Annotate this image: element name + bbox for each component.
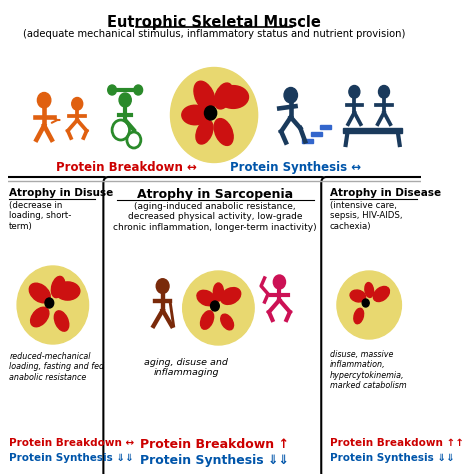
Circle shape [204,106,217,120]
Text: Atrophy in Disease: Atrophy in Disease [330,188,441,198]
Text: Protein Synthesis ⇓⇓: Protein Synthesis ⇓⇓ [9,453,134,463]
Text: (decrease in
loading, short-
term): (decrease in loading, short- term) [9,201,72,231]
Circle shape [37,92,51,108]
Circle shape [119,93,131,107]
Ellipse shape [354,308,364,324]
Circle shape [72,98,83,110]
Ellipse shape [201,311,214,329]
Circle shape [284,88,298,103]
Ellipse shape [51,276,65,298]
Ellipse shape [374,286,390,301]
Text: (adequate mechanical stimulus, inflammatory status and nutrient provision): (adequate mechanical stimulus, inflammat… [23,29,405,39]
Ellipse shape [171,67,258,163]
Text: (aging-induced anabolic resistance,
decreased physical activity, low-grade
chron: (aging-induced anabolic resistance, decr… [113,202,317,232]
Text: Eutrophic Skeletal Muscle: Eutrophic Skeletal Muscle [107,15,321,30]
Bar [302,139,313,143]
Text: Protein Breakdown ↑: Protein Breakdown ↑ [140,438,290,451]
Text: aging, disuse and
inflammaging: aging, disuse and inflammaging [144,358,228,377]
Circle shape [273,275,285,289]
Text: Atrophy in Sarcopenia: Atrophy in Sarcopenia [137,188,293,201]
FancyBboxPatch shape [321,177,433,474]
Text: disuse, massive
inflammation,
hypercytokinemia,
marked catabolism: disuse, massive inflammation, hypercytok… [330,350,407,390]
Circle shape [134,85,143,95]
Bar [319,125,331,129]
Text: Protein Breakdown ↔: Protein Breakdown ↔ [9,438,135,448]
Text: Protein Synthesis ⇓⇓: Protein Synthesis ⇓⇓ [140,454,290,467]
Ellipse shape [214,83,233,109]
Ellipse shape [218,86,248,109]
Ellipse shape [29,283,50,303]
Ellipse shape [194,81,215,111]
Bar [311,132,322,136]
Ellipse shape [197,290,216,306]
Circle shape [108,85,117,95]
FancyBboxPatch shape [103,177,327,474]
Ellipse shape [220,288,241,304]
Ellipse shape [337,271,401,339]
Text: Protein Synthesis ↔: Protein Synthesis ↔ [229,161,361,173]
Circle shape [379,85,390,98]
Ellipse shape [182,271,254,345]
Ellipse shape [350,290,365,302]
Ellipse shape [182,105,208,125]
Circle shape [45,298,54,308]
Text: reduced-mechanical
loading, fasting and fed
anabolic resistance: reduced-mechanical loading, fasting and … [9,352,104,382]
Circle shape [349,85,360,98]
Text: (intensive care,
sepsis, HIV-AIDS,
cachexia): (intensive care, sepsis, HIV-AIDS, cache… [330,201,402,231]
Ellipse shape [17,266,89,344]
Circle shape [362,299,369,307]
Ellipse shape [365,283,374,297]
Ellipse shape [31,307,49,327]
Text: Protein Synthesis ⇓⇓: Protein Synthesis ⇓⇓ [330,453,455,463]
Bar [343,128,402,133]
FancyBboxPatch shape [0,177,109,474]
Circle shape [210,301,219,311]
Ellipse shape [196,120,213,144]
Ellipse shape [214,118,233,146]
Ellipse shape [213,283,224,301]
Circle shape [156,279,169,293]
Text: Atrophy in Disuse: Atrophy in Disuse [9,188,113,198]
Ellipse shape [55,311,69,331]
Text: Protein Breakdown ↑↑: Protein Breakdown ↑↑ [330,438,464,448]
Ellipse shape [221,314,234,330]
Ellipse shape [55,282,80,300]
Text: Protein Breakdown ↔: Protein Breakdown ↔ [56,161,197,173]
